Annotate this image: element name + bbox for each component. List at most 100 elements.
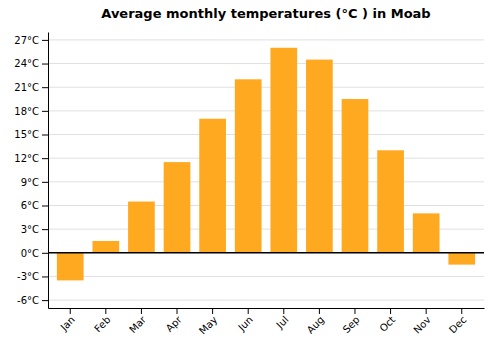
y-tick-label: 0°C [21,248,39,259]
y-tick: 15°C [14,129,48,140]
y-tick-mark [42,276,48,277]
x-tick-mark [426,308,427,314]
grid-line [48,110,484,111]
grid-line [48,252,484,253]
grid-line [48,63,484,64]
x-tick-label: Aug [305,314,327,336]
x-tick-mark [248,308,249,314]
y-tick: 6°C [21,200,48,211]
x-tick-mark [70,308,71,314]
x-tick-label: Apr [164,313,185,334]
y-tick-label: -3°C [17,271,39,282]
chart-container: -6°C -3°C 0°C 3°C 6°C 9°C 12°C 15°C 18°C 21°C 24°C… [0,0,500,350]
bar [128,202,155,253]
x-tick-label: May [197,314,219,336]
x-tick-label: Dec [447,314,468,335]
x-tick-mark [319,308,320,314]
x-tick-label: Nov [411,314,433,336]
y-tick-mark [42,40,48,41]
x-tick: Apr [164,308,185,334]
y-axis-line [48,33,49,309]
x-tick-label: Mar [127,313,149,335]
y-tick-label: 24°C [14,58,39,69]
y-tick-label: 27°C [14,35,39,46]
y-tick: 18°C [14,106,48,117]
y-tick-mark [42,300,48,301]
x-tick-mark [177,308,178,314]
y-tick-mark [42,87,48,88]
y-tick: 12°C [14,153,48,164]
x-tick-mark [212,308,213,314]
bar [92,241,119,253]
x-axis: Jan Feb Mar Apr May Jun Jul Aug Sep Oct Nov Dec [49,308,485,336]
grid-line [48,134,484,135]
y-tick-label: 3°C [21,224,39,235]
zero-line [48,252,484,254]
bar [235,79,262,252]
y-axis: -6°C -3°C 0°C 3°C 6°C 9°C 12°C 15°C 18°C 21°C 24°C… [14,33,48,309]
x-tick: Nov [411,308,433,336]
bar [164,162,191,253]
x-tick-label: Oct [377,314,397,334]
x-tick-label: Jun [235,314,255,334]
chart-svg: -6°C -3°C 0°C 3°C 6°C 9°C 12°C 15°C 18°C 21°C 24°C… [0,0,500,350]
bar [57,253,84,281]
y-tick-mark [42,111,48,112]
x-tick-mark [390,308,391,314]
y-tick-label: -6°C [17,295,39,306]
title: Average monthly temperatures (°C ) in Mo… [101,6,430,21]
x-tick: Feb [92,308,112,334]
x-tick: Dec [447,308,468,335]
grid-line [48,87,484,88]
y-tick-label: 15°C [14,129,39,140]
x-tick-mark [283,308,284,314]
y-tick-mark [42,253,48,254]
x-tick: Jul [273,308,290,331]
x-tick-mark [461,308,462,314]
y-tick-label: 21°C [14,82,39,93]
grid-line [48,205,484,206]
bar [270,48,297,253]
x-tick-label: Sep [341,314,362,335]
bar [199,119,226,253]
plot-area [48,48,484,281]
x-tick: Sep [341,308,362,335]
y-tick-mark [42,182,48,183]
y-tick: 0°C [21,248,48,259]
x-tick: Aug [305,308,327,336]
x-tick-label: Feb [92,314,112,334]
x-tick-label: Jan [58,314,77,333]
grid-line [48,181,484,182]
y-tick-mark [42,135,48,136]
grid-line [48,300,484,301]
y-tick-mark [42,229,48,230]
x-tick-mark [105,308,106,314]
y-tick: 27°C [14,35,48,46]
x-tick-mark [354,308,355,314]
x-tick: Oct [377,308,397,334]
grid-line [48,39,484,40]
y-tick: 9°C [21,177,48,188]
y-tick: 21°C [14,82,48,93]
x-tick-mark [141,308,142,314]
grid-line [48,158,484,159]
x-tick-label: Jul [273,314,290,331]
y-tick: -3°C [17,271,48,282]
y-tick: 3°C [21,224,48,235]
y-tick-label: 6°C [21,200,39,211]
bar [448,253,475,265]
x-tick: Jun [235,308,255,334]
bar [342,99,369,253]
y-tick-label: 18°C [14,106,39,117]
bar [377,150,404,253]
x-tick: Mar [127,308,149,335]
bar [306,60,333,253]
x-tick: May [197,308,219,336]
grid [48,40,484,300]
y-tick-label: 9°C [21,177,39,188]
y-tick-label: 12°C [14,153,39,164]
y-tick-mark [42,158,48,159]
y-tick: 24°C [14,58,48,69]
y-tick-mark [42,205,48,206]
bar [413,213,440,252]
